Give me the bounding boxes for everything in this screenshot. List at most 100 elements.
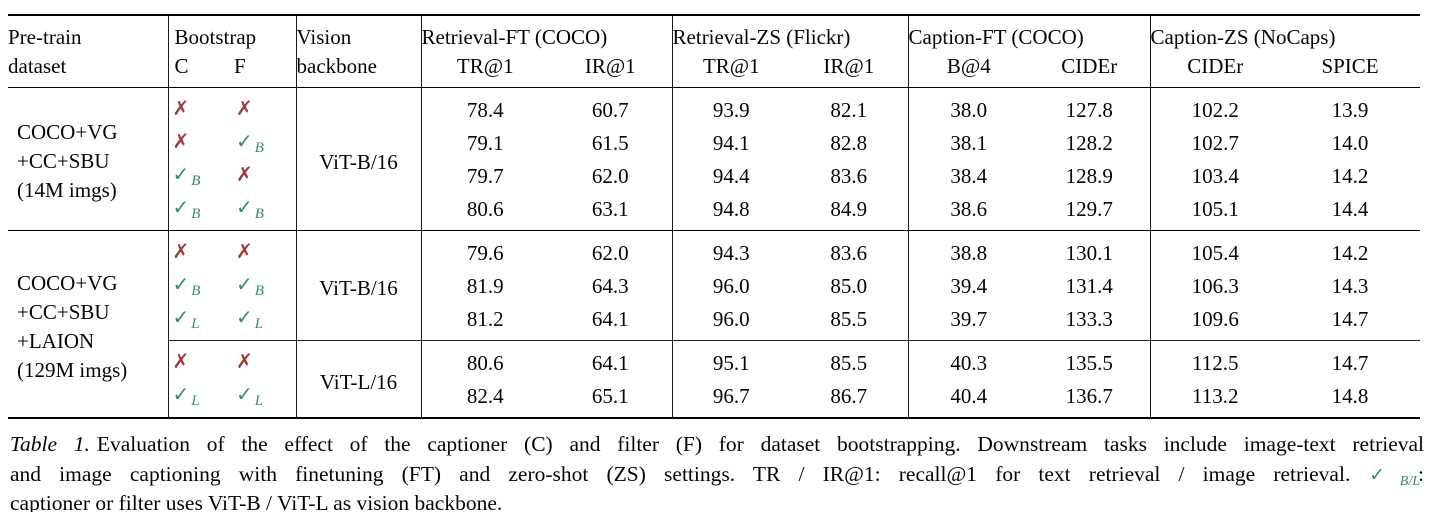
- metric-cell: 82.4: [466, 383, 504, 408]
- header-col-ir1-coco: IR@1: [549, 52, 673, 88]
- captioner-mark-cell: ✓ B: [168, 269, 232, 302]
- metric-cell: 83.6: [790, 159, 909, 192]
- metric-cell: 131.4: [1029, 269, 1151, 302]
- bootstrap-mark-icon: ✓ B: [236, 129, 264, 156]
- check-mark-icon: ✓ B/L: [1356, 463, 1421, 489]
- bootstrap-mark-icon: ✓ L: [236, 382, 264, 409]
- metric-cell: 94.1: [712, 130, 750, 155]
- metric-cell: 38.4: [950, 163, 988, 188]
- metric-cell: 135.5: [1029, 340, 1151, 379]
- metric-cell: 133.3: [1029, 302, 1151, 341]
- header-group-retrieval-ft: Retrieval-FT (COCO): [421, 15, 673, 52]
- header-bootstrap-title: Bootstrap: [168, 15, 297, 52]
- metric-cell: 38.1: [950, 130, 988, 155]
- captioner-mark-cell: ✓ B: [168, 159, 232, 192]
- filter-mark-cell: ✓ B: [232, 269, 297, 302]
- table-row: ✗ ✓ B 79.1 61.5 94.1 82.8 38.1 128.2 102.…: [8, 126, 1420, 159]
- metric-cell: 14.4: [1331, 196, 1369, 221]
- bootstrap-mark-icon: ✗: [172, 349, 190, 373]
- bootstrap-mark-icon: ✗: [172, 96, 190, 120]
- vision-backbone-cell: ViT-L/16: [296, 340, 422, 418]
- metric-cell: 39.4: [950, 273, 988, 298]
- metric-cell: 14.3: [1331, 273, 1369, 298]
- header-backbone-line1: Vision: [296, 15, 422, 52]
- metric-cell: 14.8: [1331, 383, 1369, 408]
- dataset-line: (129M imgs): [17, 357, 128, 382]
- header-col-ir1-flickr: IR@1: [790, 52, 909, 88]
- table-caption: Table 1. Evaluation of the effect of the …: [8, 430, 1424, 512]
- metric-cell: 60.7: [549, 87, 673, 126]
- bootstrap-mark-icon: ✗: [236, 239, 253, 263]
- metric-cell: 80.6: [466, 196, 504, 221]
- table-row: ✓ B ✗ 79.7 62.0 94.4 83.6 38.4 128.9 103.…: [8, 159, 1420, 192]
- metric-cell: 93.9: [712, 97, 750, 122]
- metric-cell: 62.0: [549, 159, 673, 192]
- metric-cell: 106.3: [1191, 273, 1239, 298]
- captioner-mark-cell: ✓ L: [168, 302, 232, 341]
- vision-backbone-cell: ViT-B/16: [296, 230, 422, 341]
- bootstrap-mark-icon: ✓ B: [236, 195, 264, 222]
- metric-cell: 85.0: [790, 269, 909, 302]
- metric-cell: 94.3: [672, 230, 791, 269]
- header-col-spice: SPICE: [1280, 52, 1421, 88]
- captioner-mark-cell: ✗: [168, 126, 232, 159]
- metric-cell: 83.6: [790, 230, 909, 269]
- metric-cell: 40.3: [908, 340, 1030, 379]
- metric-cell: 64.3: [549, 269, 673, 302]
- bootstrap-mark-icon: ✗: [172, 129, 190, 153]
- metric-cell: 102.7: [1191, 130, 1239, 155]
- captioner-mark-cell: ✗: [168, 340, 232, 379]
- filter-mark-cell: ✗: [232, 87, 297, 126]
- caption-text: :: [1418, 461, 1424, 486]
- header-col-cider-nocaps: CIDEr: [1150, 52, 1281, 88]
- bootstrap-mark-icon: ✓ L: [172, 382, 200, 409]
- caption-line-3: captioner or filter uses ViT-B / ViT-L a…: [10, 491, 503, 512]
- table-row: ✓ L ✓ L 81.2 64.1 96.0 85.5 39.7 133.3 109…: [8, 302, 1420, 341]
- metric-cell: 130.1: [1029, 230, 1151, 269]
- metric-cell: 39.7: [950, 306, 988, 331]
- caption-line-1: Table 1. Evaluation of the effect of the …: [10, 430, 1424, 460]
- metric-cell: 64.1: [549, 302, 673, 341]
- metric-cell: 96.7: [712, 383, 750, 408]
- metric-cell: 14.7: [1280, 340, 1421, 379]
- metric-cell: 13.9: [1331, 97, 1369, 122]
- header-col-f: F: [232, 52, 297, 88]
- metric-cell: 79.1: [466, 130, 504, 155]
- metric-cell: 102.2: [1191, 97, 1239, 122]
- table-row: ✓ B ✓ B 81.9 64.3 96.0 85.0 39.4 131.4 106…: [8, 269, 1420, 302]
- metric-cell: 81.2: [466, 306, 504, 331]
- header-col-c: C: [168, 52, 232, 88]
- captioner-mark-cell: ✓ B: [168, 192, 232, 231]
- filter-mark-cell: ✗: [232, 159, 297, 192]
- bootstrap-mark-icon: ✓ L: [236, 305, 264, 332]
- metric-cell: 79.7: [466, 163, 504, 188]
- caption-text: Evaluation of the effect of the captione…: [96, 432, 1424, 456]
- bootstrap-mark-icon: ✗: [236, 162, 253, 186]
- table-row: ✓ B ✓ B 80.6 63.1 94.8 84.9 38.6 129.7 105…: [8, 192, 1420, 231]
- metric-cell: 64.1: [549, 340, 673, 379]
- header-group-caption-ft: Caption-FT (COCO): [908, 15, 1151, 52]
- metric-cell: 85.5: [790, 340, 909, 379]
- filter-mark-cell: ✗: [232, 340, 297, 379]
- dataset-line: (14M imgs): [17, 178, 117, 202]
- header-col-tr1-flickr: TR@1: [672, 52, 791, 88]
- filter-mark-cell: ✗: [232, 230, 297, 269]
- metric-cell: 94.8: [712, 196, 750, 221]
- caption-label: Table 1.: [10, 432, 90, 456]
- captioner-mark-cell: ✗: [168, 230, 232, 269]
- bootstrap-mark-icon: ✗: [172, 239, 190, 263]
- metric-cell: 65.1: [549, 379, 673, 418]
- metric-cell: 82.8: [790, 126, 909, 159]
- metric-cell: 96.0: [712, 273, 750, 298]
- metric-cell: 62.0: [549, 230, 673, 269]
- metric-cell: 38.0: [950, 97, 988, 122]
- table-row: COCO+VG +CC+SBU +LAION (129M imgs) ✗ ✗ V…: [8, 230, 1421, 418]
- metric-cell: 85.5: [790, 302, 909, 341]
- table-row: ✗ ✗ ViT-L/16 80.6 64.1 95.1 85.5 40.3 13…: [8, 340, 1421, 418]
- header-row-1: Pre-train Bootstrap Vision Retrieval-FT …: [8, 15, 1420, 52]
- metric-cell: 128.2: [1029, 126, 1151, 159]
- metric-cell: 112.5: [1150, 340, 1281, 379]
- metric-cell: 79.6: [421, 230, 550, 269]
- metric-cell: 14.7: [1331, 306, 1369, 331]
- metric-cell: 14.2: [1331, 163, 1369, 188]
